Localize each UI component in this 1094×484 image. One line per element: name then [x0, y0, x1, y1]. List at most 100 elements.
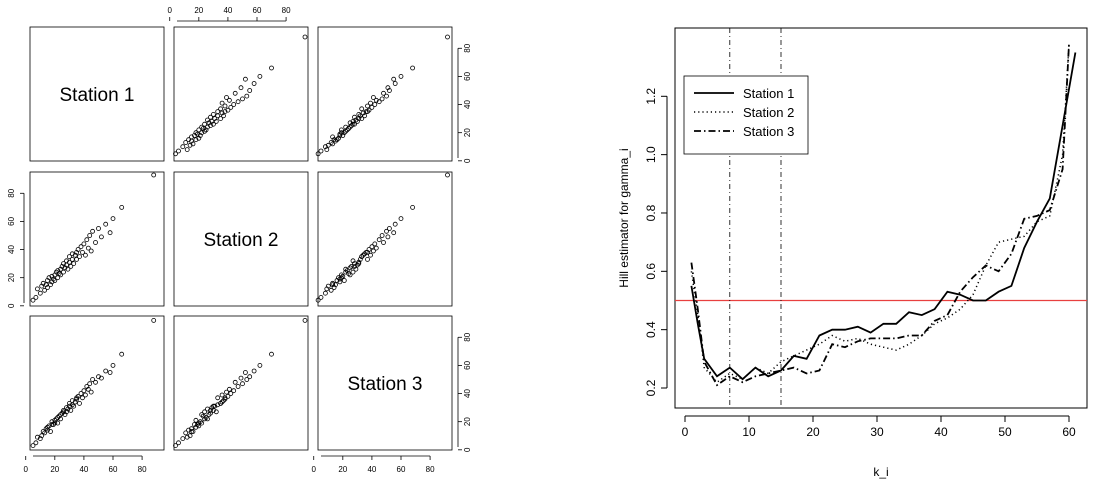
data-point — [232, 379, 238, 385]
data-point — [333, 138, 338, 144]
data-point — [42, 287, 47, 293]
data-point — [67, 259, 72, 265]
data-point — [318, 294, 324, 300]
data-point — [209, 119, 215, 124]
data-point — [347, 265, 353, 271]
data-point — [210, 403, 216, 409]
series-line-station-1 — [690, 52, 1077, 381]
tick-label: 60 — [463, 360, 472, 369]
y-tick-label: 0.4 — [644, 321, 658, 338]
data-point — [362, 251, 368, 257]
data-point — [242, 76, 248, 82]
data-point — [338, 130, 344, 136]
data-point — [56, 413, 62, 419]
data-point — [203, 415, 209, 420]
data-point — [318, 148, 324, 154]
data-point — [205, 117, 210, 123]
tick-label: 0 — [168, 6, 173, 15]
data-point — [365, 256, 370, 262]
data-point — [247, 374, 253, 380]
data-point — [71, 261, 77, 267]
data-point — [379, 96, 385, 102]
data-point — [350, 119, 356, 124]
data-point — [251, 81, 257, 86]
data-point — [96, 374, 101, 380]
data-point — [209, 405, 215, 411]
panel-frame — [173, 26, 309, 162]
data-point — [231, 102, 237, 107]
data-point — [219, 100, 225, 106]
tick-label: 0 — [463, 158, 472, 163]
data-point — [398, 74, 404, 79]
data-point — [379, 233, 385, 238]
data-point — [45, 424, 50, 430]
data-point — [315, 297, 321, 303]
data-point — [244, 377, 250, 382]
data-point — [180, 436, 186, 442]
tick-label: 20 — [463, 417, 472, 426]
data-point — [337, 131, 343, 137]
data-point — [328, 287, 334, 293]
data-point — [187, 433, 193, 439]
data-point — [81, 241, 87, 247]
data-point — [372, 102, 378, 107]
tick-label: 40 — [463, 389, 472, 398]
data-point — [226, 386, 232, 392]
data-point — [52, 278, 58, 283]
data-point — [238, 375, 244, 381]
data-point — [391, 230, 397, 236]
data-point — [238, 85, 244, 91]
data-point — [373, 97, 379, 103]
data-point — [381, 240, 386, 245]
data-point — [58, 412, 63, 418]
data-point — [240, 96, 245, 102]
data-point — [226, 97, 232, 103]
data-point — [65, 266, 71, 272]
x-tick-label: 50 — [998, 425, 1012, 439]
x-tick-label: 40 — [934, 425, 948, 439]
data-point — [99, 234, 104, 240]
legend-box — [683, 75, 809, 155]
tick-label: 80 — [282, 6, 291, 15]
tick-label: 0 — [312, 465, 317, 474]
tick-label: 80 — [463, 43, 472, 52]
data-point — [35, 286, 40, 292]
tick-label: 40 — [7, 245, 16, 254]
tick-label: 0 — [463, 447, 472, 452]
data-point — [33, 294, 39, 300]
data-point — [202, 416, 208, 422]
x-tick-label: 20 — [806, 425, 820, 439]
data-point — [356, 261, 362, 267]
data-point — [69, 251, 75, 257]
data-point — [354, 262, 360, 268]
panel-frame — [317, 315, 453, 451]
data-point — [344, 268, 350, 274]
x-tick-label: 30 — [870, 425, 884, 439]
data-point — [187, 142, 193, 148]
data-point — [315, 151, 321, 157]
data-point — [71, 403, 77, 409]
data-point — [78, 244, 84, 250]
scatter-matrix: Station 1 Station 2 Station 3 0 20 40 60 80 0 20 4… — [7, 6, 472, 474]
x-tick-label: 0 — [682, 425, 689, 439]
data-point — [251, 368, 257, 374]
tick-label: 20 — [50, 465, 59, 474]
data-point — [48, 282, 53, 288]
tick-label: 0 — [7, 303, 16, 308]
data-point — [193, 417, 199, 423]
data-point — [247, 88, 253, 93]
data-point — [218, 400, 224, 406]
data-point — [107, 230, 113, 236]
data-point — [240, 381, 245, 387]
data-point — [352, 114, 357, 120]
data-point — [184, 147, 190, 153]
data-point — [56, 271, 62, 276]
hill-plot: 0 10 20 30 40 50 60 k_i 0.2 0.4 0.6 0.8 1.0 1.2 Hill e… — [617, 27, 1088, 479]
panel-frame — [317, 171, 453, 307]
data-point — [219, 110, 225, 116]
data-point — [363, 109, 369, 114]
data-point — [370, 95, 376, 100]
data-point — [257, 74, 263, 79]
data-point — [244, 93, 250, 99]
